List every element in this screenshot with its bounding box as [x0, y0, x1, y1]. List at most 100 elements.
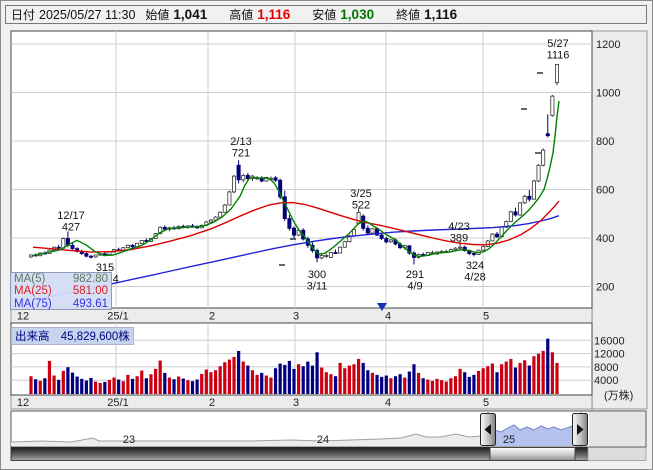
volume-label-text: 出来高 [15, 331, 50, 343]
volume-bar [393, 376, 398, 394]
volume-bar [80, 378, 84, 394]
high-label: 高値 [229, 8, 254, 22]
candle-body [554, 63, 559, 83]
candle-body [471, 253, 476, 255]
volume-bar [250, 370, 255, 394]
year-label: 24 [317, 434, 329, 446]
price-annotation: 3/25 [350, 188, 371, 200]
volume-bar [70, 372, 75, 394]
navigator-selection[interactable] [488, 425, 581, 446]
candle-body [495, 233, 500, 238]
volume-bar [306, 361, 310, 394]
price-annotation: 12/17 [57, 210, 85, 222]
volume-bar [126, 374, 130, 394]
volume-bar [130, 378, 135, 394]
candle-body [384, 238, 389, 243]
volume-tick-label: 12000 [594, 349, 625, 361]
candle-body [522, 195, 527, 204]
volume-value: 45,829,600株 [60, 331, 130, 343]
volume-bar [34, 379, 38, 394]
candle-body [227, 191, 232, 206]
volume-bar [117, 379, 121, 394]
candle-body [287, 218, 292, 229]
volume-bar [444, 381, 448, 394]
volume-bar [486, 366, 490, 394]
high-value: 1,116 [257, 7, 291, 22]
price-annotation: 3/11 [307, 281, 328, 293]
candle-body [490, 233, 495, 242]
volume-bar [403, 377, 407, 394]
volume-bar [481, 368, 485, 394]
candle-body [130, 244, 135, 248]
month-label: 5 [483, 397, 489, 409]
candle-body [365, 227, 370, 234]
volume-bar [204, 369, 208, 394]
volume-bar [536, 353, 541, 394]
volume-bar [84, 380, 88, 394]
month-label: 12 [17, 311, 29, 323]
volume-bar [532, 356, 536, 394]
candle-body [458, 246, 463, 249]
volume-bar [476, 370, 481, 394]
candle-body [213, 216, 218, 221]
date-value: 2025/05/27 11:30 [39, 7, 136, 22]
scrollbar-thumb[interactable] [489, 447, 576, 461]
candle-body [236, 164, 241, 181]
volume-bar [375, 374, 379, 394]
candle-body [342, 241, 347, 248]
price-annotation: 315 [96, 262, 114, 274]
volume-bar [167, 377, 172, 394]
volume-bar [380, 376, 384, 394]
volume-bar [260, 372, 264, 394]
volume-bar [292, 368, 296, 394]
price-annotation: 324 [466, 260, 484, 272]
date-label: 日付 [11, 8, 36, 22]
volume-bar [273, 368, 278, 394]
volume-bar [172, 379, 176, 394]
volume-bar [509, 358, 513, 394]
ma-legend-box: MA(5) 982.80 MA(25) 581.00 MA(75) 493.61 [10, 272, 112, 310]
month-label: 12 [17, 397, 29, 409]
volume-bar [472, 374, 476, 394]
volume-bar [218, 366, 222, 394]
volume-bar [140, 370, 144, 394]
candle-body [541, 149, 546, 166]
price-pane[interactable] [10, 30, 593, 309]
navigator-area [11, 425, 581, 446]
volume-bar [463, 372, 467, 394]
volume-bar [384, 375, 388, 394]
candle-body [379, 234, 384, 239]
volume-bar [440, 380, 444, 394]
volume-bar [527, 365, 531, 394]
candle-body [508, 211, 513, 222]
price-annotation: 291 [406, 269, 424, 281]
price-tick-label: 200 [596, 282, 614, 294]
volume-bar [453, 376, 458, 394]
volume-bar [47, 360, 52, 394]
price-annotation: 721 [232, 148, 250, 160]
volume-bar [227, 359, 232, 394]
volume-bar [144, 378, 148, 394]
low-value: 1,030 [340, 7, 375, 22]
volume-bar [490, 363, 494, 394]
volume-bar [195, 379, 199, 394]
volume-bar [177, 376, 181, 394]
volume-bar [153, 368, 158, 394]
volume-bar [255, 374, 259, 394]
ma5-value: 982.80 [72, 273, 108, 285]
low-label: 安値 [312, 8, 337, 22]
right-arrow-icon [577, 424, 584, 435]
volume-bar [366, 370, 370, 394]
volume-bar [310, 365, 315, 394]
candle-body [56, 246, 61, 249]
volume-bar [435, 378, 439, 394]
volume-bar [283, 364, 287, 394]
candle-body [208, 219, 213, 223]
volume-bar [98, 382, 102, 394]
price-annotation: 522 [352, 200, 370, 212]
volume-bar [269, 377, 273, 394]
candle-body [125, 244, 130, 249]
volume-bar [426, 379, 430, 394]
month-label: 3 [293, 311, 299, 323]
